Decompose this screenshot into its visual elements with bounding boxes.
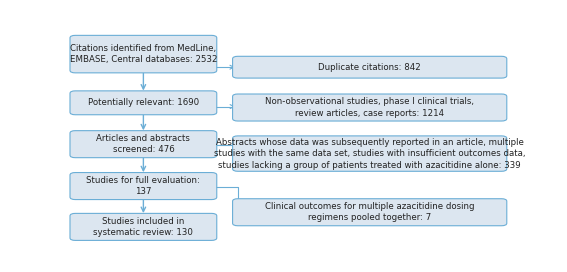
- FancyBboxPatch shape: [232, 199, 507, 226]
- FancyBboxPatch shape: [232, 136, 507, 171]
- FancyBboxPatch shape: [232, 94, 507, 121]
- Text: Citations identified from MedLine,
EMBASE, Central databases: 2532: Citations identified from MedLine, EMBAS…: [70, 44, 217, 64]
- Text: Articles and abstracts
screened: 476: Articles and abstracts screened: 476: [96, 134, 191, 154]
- Text: Duplicate citations: 842: Duplicate citations: 842: [318, 63, 421, 72]
- FancyBboxPatch shape: [70, 35, 217, 73]
- Text: Potentially relevant: 1690: Potentially relevant: 1690: [88, 98, 199, 107]
- FancyBboxPatch shape: [232, 56, 507, 78]
- Text: Clinical outcomes for multiple azacitidine dosing
regimens pooled together: 7: Clinical outcomes for multiple azacitidi…: [265, 202, 475, 222]
- Text: Non-observational studies, phase I clinical trials,
review articles, case report: Non-observational studies, phase I clini…: [265, 97, 474, 118]
- FancyBboxPatch shape: [70, 91, 217, 115]
- FancyBboxPatch shape: [70, 131, 217, 158]
- Text: Abstracts whose data was subsequently reported in an article, multiple
studies w: Abstracts whose data was subsequently re…: [214, 138, 526, 169]
- Text: Studies for full evaluation:
137: Studies for full evaluation: 137: [86, 176, 200, 196]
- FancyBboxPatch shape: [70, 214, 217, 240]
- FancyBboxPatch shape: [70, 172, 217, 200]
- Text: Studies included in
systematic review: 130: Studies included in systematic review: 1…: [94, 217, 193, 237]
